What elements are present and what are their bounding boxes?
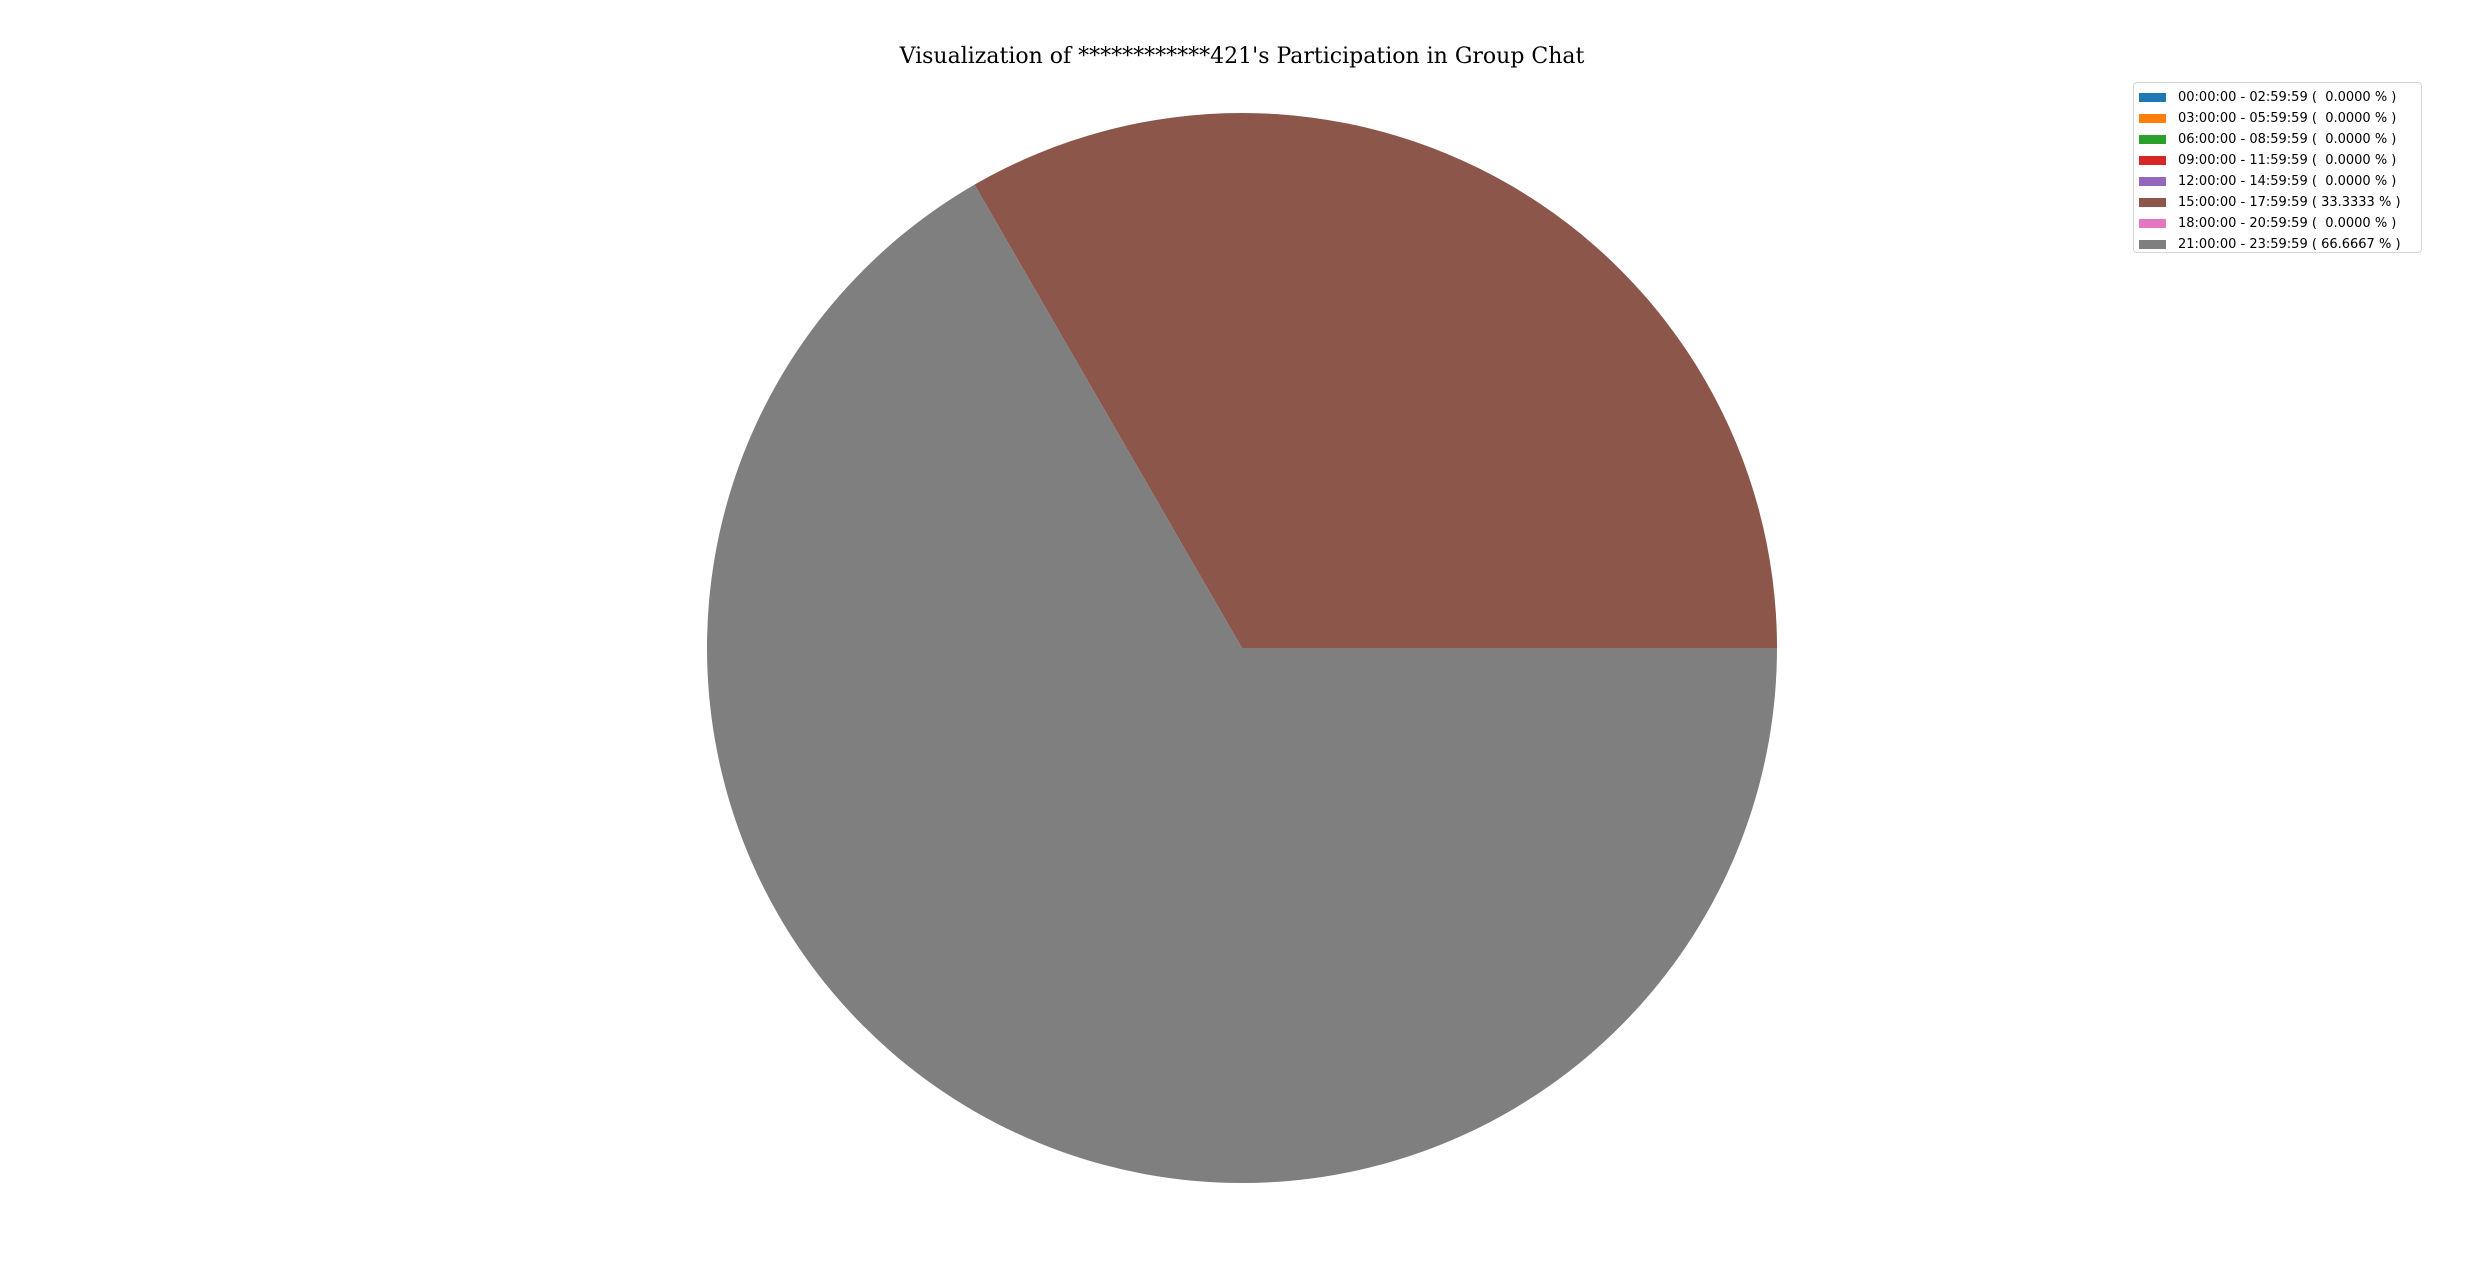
chart-title: Visualization of ************421's Parti…: [899, 44, 1585, 69]
legend-label: 21:00:00 - 23:59:59 ( 66.6667 % ): [2178, 237, 2401, 252]
legend-swatch: [2139, 135, 2166, 144]
legend-label: 09:00:00 - 11:59:59 ( 0.0000 % ): [2178, 153, 2397, 168]
legend-swatch: [2139, 198, 2166, 207]
legend-entry: 15:00:00 - 17:59:59 ( 33.3333 % ): [2139, 192, 2421, 213]
legend-label: 00:00:00 - 02:59:59 ( 0.0000 % ): [2178, 90, 2397, 105]
legend-entry: 18:00:00 - 20:59:59 ( 0.0000 % ): [2139, 213, 2421, 234]
legend: 00:00:00 - 02:59:59 ( 0.0000 % ) 03:00:00…: [2133, 82, 2422, 253]
pie-slice-7: [707, 184, 1777, 1183]
pie-slice-5: [974, 112, 1777, 648]
legend-swatch: [2139, 93, 2166, 102]
legend-entry: 03:00:00 - 05:59:59 ( 0.0000 % ): [2139, 108, 2421, 129]
legend-entry: 00:00:00 - 02:59:59 ( 0.0000 % ): [2139, 87, 2421, 108]
legend-swatch: [2139, 219, 2166, 228]
legend-swatch: [2139, 177, 2166, 186]
legend-label: 15:00:00 - 17:59:59 ( 33.3333 % ): [2178, 195, 2401, 210]
legend-entry: 06:00:00 - 08:59:59 ( 0.0000 % ): [2139, 129, 2421, 150]
legend-label: 03:00:00 - 05:59:59 ( 0.0000 % ): [2178, 111, 2397, 126]
legend-entry: 12:00:00 - 14:59:59 ( 0.0000 % ): [2139, 171, 2421, 192]
legend-swatch: [2139, 156, 2166, 165]
legend-swatch: [2139, 240, 2166, 249]
legend-entry: 09:00:00 - 11:59:59 ( 0.0000 % ): [2139, 150, 2421, 171]
legend-label: 18:00:00 - 20:59:59 ( 0.0000 % ): [2178, 216, 2397, 231]
legend-entry: 21:00:00 - 23:59:59 ( 66.6667 % ): [2139, 234, 2421, 255]
legend-label: 06:00:00 - 08:59:59 ( 0.0000 % ): [2178, 132, 2397, 147]
legend-label: 12:00:00 - 14:59:59 ( 0.0000 % ): [2178, 174, 2397, 189]
legend-swatch: [2139, 114, 2166, 123]
